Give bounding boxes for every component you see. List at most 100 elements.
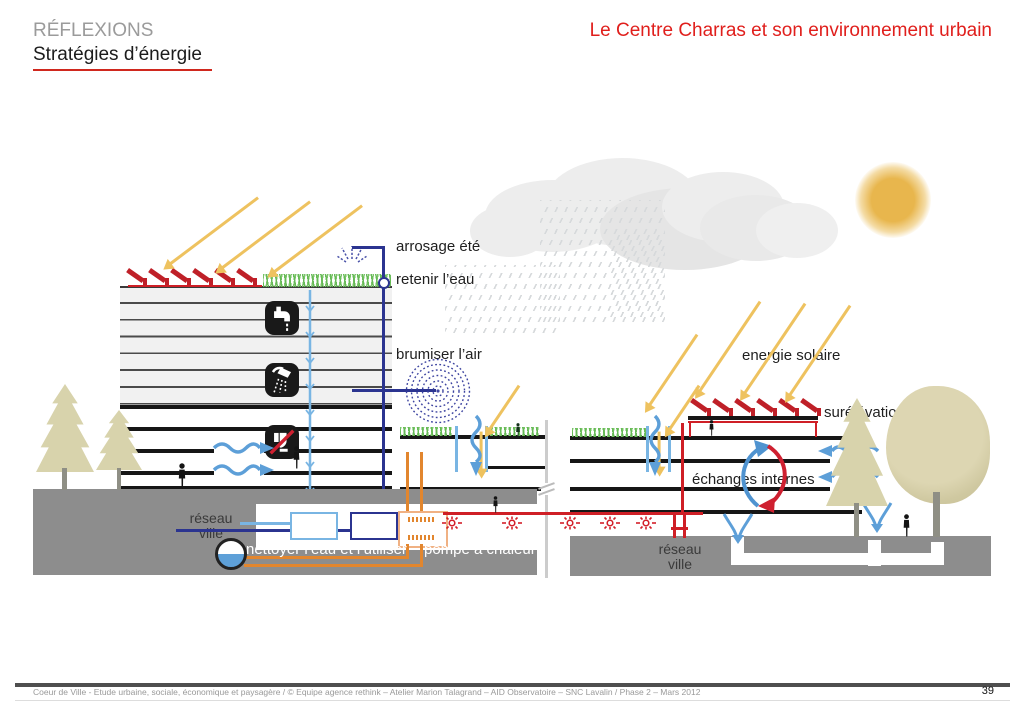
section-title: RÉFLEXIONS (33, 20, 154, 41)
geothermal-pipe (931, 542, 944, 565)
person-icon (516, 423, 520, 438)
lightwell-wall (485, 426, 488, 472)
city-connector (683, 515, 686, 538)
tree-icon (36, 384, 94, 472)
label-nettoyer: nettoyer l’eau et l’utiliser (246, 541, 407, 558)
panel-rail (128, 284, 262, 287)
rain-icon (610, 232, 665, 317)
label-arrosage-ete: arrosage été (396, 238, 481, 255)
floor-slab (570, 510, 862, 514)
green-roof-grass (487, 427, 540, 436)
platform-leg (815, 423, 817, 437)
internal-exchange-arrows (741, 440, 787, 513)
heat-pump-coil (408, 535, 434, 540)
sun-ray-arrow (169, 196, 259, 266)
greywater-riser (305, 290, 315, 516)
wind-wavy-arrow (647, 414, 663, 478)
solar-panel-icon (692, 396, 716, 416)
green-roof-grass (263, 274, 391, 287)
wind-wavy-arrow (468, 414, 484, 478)
solar-panel-icon (758, 396, 782, 416)
solar-panel-icon (238, 266, 262, 286)
heatpump-pipe (420, 544, 423, 566)
heatpump-pipe (406, 544, 409, 558)
solar-panel-icon (714, 396, 738, 416)
person-icon (493, 496, 498, 513)
heating-line (443, 512, 703, 515)
tree-trunk (854, 503, 859, 537)
section-divider (545, 420, 548, 578)
geothermal-split-arrow (722, 513, 754, 544)
page-number: 39 (981, 685, 994, 697)
floor-slab (487, 466, 545, 469)
person-icon (709, 420, 714, 436)
floor-slab (570, 487, 862, 491)
platform-deck (688, 416, 818, 420)
water-treatment-icon (215, 538, 247, 570)
floor-slab (120, 427, 392, 431)
left-building-roofline (120, 286, 392, 288)
heatpump-pipe (406, 452, 409, 514)
sun-ray-arrow (221, 200, 311, 270)
footer-bar (15, 683, 1010, 687)
person-icon (293, 446, 300, 469)
lightwell-wall (668, 426, 671, 472)
cloud-icon (756, 203, 838, 258)
green-roof-grass (572, 428, 646, 437)
city-water-pipe (176, 529, 354, 532)
footer-credit: Coeur de Ville - Etude urbaine, sociale,… (33, 687, 701, 697)
floor-slab (120, 486, 392, 490)
city-connector (671, 527, 688, 530)
geothermal-pipe (731, 553, 944, 565)
tree-icon (886, 386, 990, 504)
shower-icon (265, 363, 299, 397)
retention-valve (378, 277, 390, 289)
city-connector (673, 515, 676, 538)
faucet-icon (265, 301, 299, 335)
city-water-pipe (240, 522, 310, 525)
radiator-icon (560, 516, 580, 530)
label-line: ville (667, 556, 693, 572)
solar-panel-icon (194, 266, 218, 286)
water-tank (290, 512, 338, 540)
wind-wavy-arrow (212, 440, 276, 461)
solar-panel-icon (172, 266, 196, 286)
person-icon (178, 463, 186, 489)
label-retenir-leau: retenir l’eau (396, 271, 475, 288)
document-title: Le Centre Charras et son environnement u… (589, 20, 992, 41)
platform-leg (689, 423, 691, 437)
facade-opening (214, 432, 264, 485)
green-roof-grass (400, 427, 453, 436)
heatpump-pipe (420, 452, 423, 514)
water-tank (350, 512, 398, 540)
page-title: Stratégies d’énergie (33, 44, 212, 71)
tree-trunk (933, 492, 940, 537)
radiator-icon (502, 516, 522, 530)
radiator-icon (600, 516, 620, 530)
solar-panel-icon (150, 266, 174, 286)
wind-wavy-arrow (212, 462, 276, 483)
tree-icon (96, 410, 142, 470)
floor-slab (570, 459, 862, 463)
platform-frame (688, 421, 818, 423)
mist-pipe (352, 389, 436, 392)
sprinkler-icon (336, 246, 368, 263)
label-reseau-ville-left: réseau ville (180, 511, 242, 541)
floor-slab (570, 436, 862, 440)
left-building-upper-floors (120, 287, 392, 405)
solar-panel-icon (216, 266, 240, 286)
label-brumiser-lair: brumiser l’air (396, 346, 482, 363)
mist-spiral-icon (405, 358, 471, 424)
solar-panel-icon (780, 396, 804, 416)
footer-rule (15, 700, 1010, 701)
lightwell-wall (646, 426, 649, 472)
radiator-icon (442, 516, 462, 530)
label-reseau-ville-right: réseau ville (649, 542, 711, 572)
no-toilet-icon (265, 425, 299, 459)
heat-pump-coil (408, 517, 434, 522)
label-line: réseau (658, 541, 702, 557)
solar-panel-icon (736, 396, 760, 416)
label-energie-solaire: energie solaire (742, 347, 841, 364)
person-icon (903, 514, 910, 537)
